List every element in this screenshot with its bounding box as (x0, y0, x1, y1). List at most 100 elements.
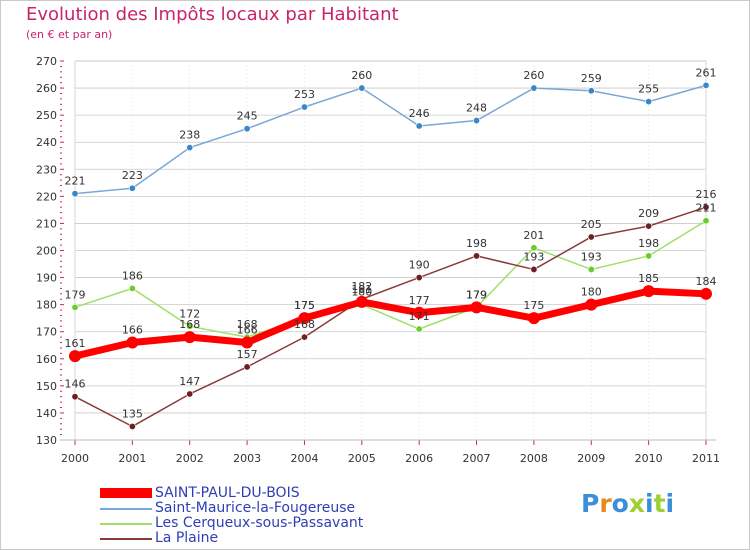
data-label: 260 (523, 69, 544, 82)
series-point (587, 265, 595, 273)
series-point (243, 363, 251, 371)
series-point (128, 284, 136, 292)
legend-label: La Plaine (155, 530, 219, 546)
y-tick-label: 150 (36, 380, 57, 393)
data-label: 246 (409, 107, 430, 120)
data-label: 245 (237, 110, 258, 123)
series-point (298, 312, 311, 325)
data-label: 175 (523, 299, 544, 312)
x-tick-label: 2006 (405, 452, 433, 465)
legend-item-saint-paul-du-bois: SAINT-PAUL-DU-BOIS (100, 485, 400, 502)
data-label: 175 (294, 299, 315, 312)
series-point (300, 333, 308, 341)
series-line-3 (74, 206, 707, 428)
data-label: 181 (351, 283, 372, 296)
legend-label: SAINT-PAUL-DU-BOIS (155, 485, 300, 501)
data-label: 168 (294, 318, 315, 331)
series-point (585, 298, 598, 311)
series-point (473, 252, 481, 260)
series-point (702, 203, 710, 211)
data-label: 180 (581, 286, 602, 299)
data-label: 216 (696, 188, 717, 201)
legend-label: Les Cerqueux-sous-Passavant (155, 515, 364, 531)
data-label: 157 (237, 348, 258, 361)
y-tick-label: 200 (36, 245, 57, 258)
data-label: 182 (351, 280, 372, 293)
legend-swatch (100, 538, 152, 540)
data-label: 135 (122, 407, 143, 420)
x-tick-label: 2000 (61, 452, 89, 465)
x-tick-label: 2003 (233, 452, 261, 465)
series-point (413, 306, 426, 319)
logo-letter: i (645, 489, 654, 518)
logo-letter: t (653, 489, 666, 518)
data-label: 171 (409, 310, 430, 323)
series-point (645, 222, 653, 230)
data-label: 255 (638, 83, 659, 96)
series-point (473, 117, 481, 125)
data-label: 146 (65, 378, 86, 391)
legend-swatch (100, 523, 152, 525)
series-point (645, 252, 653, 260)
x-tick-label: 2011 (692, 452, 720, 465)
series-point (587, 233, 595, 241)
x-tick-label: 2004 (290, 452, 318, 465)
series-point (126, 336, 139, 349)
legend-item-les-cerqueux-sous-passavant: Les Cerqueux-sous-Passavant (100, 515, 400, 532)
data-label: 221 (65, 175, 86, 188)
data-label: 193 (523, 250, 544, 263)
series-point (71, 303, 79, 311)
data-label: 166 (237, 324, 258, 337)
series-point (186, 322, 194, 330)
chart-title: Evolution des Impôts locaux par Habitant (26, 4, 399, 25)
y-tick-label: 140 (36, 407, 57, 420)
series-point (355, 295, 368, 308)
series-point (702, 81, 710, 89)
series-point (642, 285, 655, 298)
y-tick-label: 220 (36, 190, 57, 203)
series-point (587, 87, 595, 95)
x-tick-label: 2009 (577, 452, 605, 465)
y-tick-label: 260 (36, 82, 57, 95)
series-point (128, 184, 136, 192)
data-label: 186 (122, 269, 143, 282)
x-tick-label: 2002 (176, 452, 204, 465)
data-label: 168 (179, 318, 200, 331)
series-point (702, 217, 710, 225)
series-point (700, 287, 712, 300)
series-point (183, 331, 196, 344)
y-tick-label: 180 (36, 299, 57, 312)
data-label: 172 (179, 307, 200, 320)
series-point (470, 301, 483, 314)
series-point (415, 274, 423, 282)
series-line-2 (74, 219, 707, 338)
data-label: 177 (409, 294, 430, 307)
series-point (415, 122, 423, 130)
data-label: 211 (696, 202, 717, 215)
y-tick-label: 230 (36, 163, 57, 176)
series-point (645, 98, 653, 106)
proxiti-logo: Proxiti (581, 489, 674, 518)
data-label: 238 (179, 129, 200, 142)
y-tick-label: 130 (36, 434, 57, 447)
logo-letter: r (599, 489, 612, 518)
series-point (128, 422, 136, 430)
data-label: 179 (65, 288, 86, 301)
data-label: 185 (638, 272, 659, 285)
series-point (527, 312, 540, 325)
series-point (530, 265, 538, 273)
series-point (530, 84, 538, 92)
y-tick-label: 160 (36, 353, 57, 366)
series-point (358, 84, 366, 92)
data-label: 260 (351, 69, 372, 82)
series-point (71, 190, 79, 198)
legend-item-la-plaine: La Plaine (100, 530, 400, 547)
series-line-1 (74, 84, 707, 195)
data-label: 179 (466, 288, 487, 301)
data-label: 184 (696, 275, 717, 288)
series-point (241, 336, 254, 349)
logo-letter: o (611, 489, 629, 518)
x-tick-label: 2010 (635, 452, 663, 465)
data-label: 198 (466, 237, 487, 250)
data-label: 147 (179, 375, 200, 388)
